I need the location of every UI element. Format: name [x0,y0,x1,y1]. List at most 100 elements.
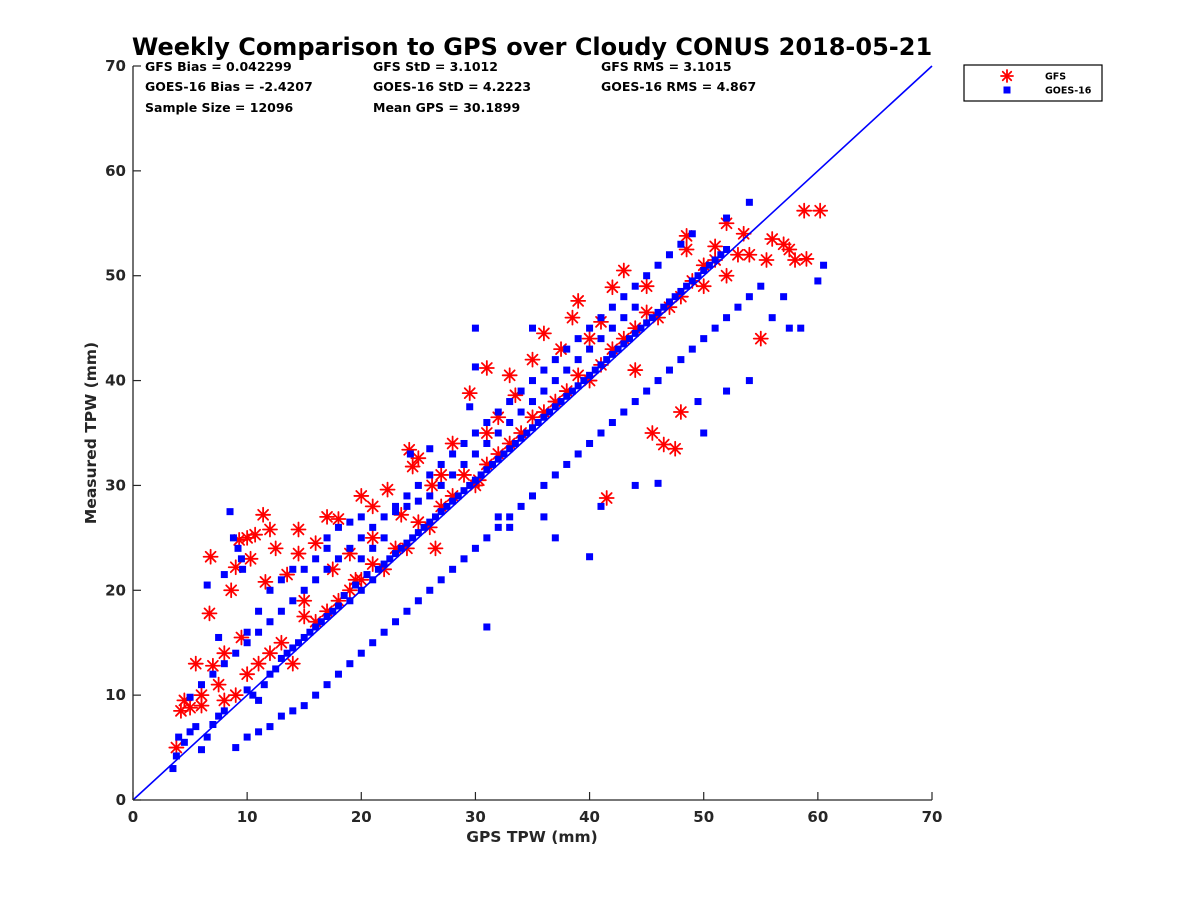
gfs-point [536,325,552,342]
goes16-point [574,335,582,343]
gfs-point [255,506,272,523]
goes16-point [517,408,525,416]
gfs-point [524,351,541,368]
goes16-point [677,356,685,364]
goes16-point [597,429,605,437]
goes16-point [192,723,200,731]
goes16-point [471,429,479,437]
goes16-point [380,513,388,521]
goes16-point [500,450,508,458]
goes16-point [540,366,548,374]
statistics-block: GFS Bias = 0.042299 GFS StD = 3.1012 GFS R… [145,59,756,115]
goes16-point [551,377,559,385]
goes16-point [580,377,588,385]
goes16-point [426,492,434,500]
goes16-point [820,261,828,269]
goes16-point [643,272,651,280]
goes16-point [745,377,753,385]
goes16-point [392,508,400,516]
goes16-point [232,649,240,657]
goes16-point [694,398,702,406]
goes16-point [239,565,247,573]
goes16-point [563,460,571,468]
goes16-point [631,303,639,311]
goes16-point [289,597,297,605]
goes16-point [494,429,502,437]
goes16-point [494,523,502,531]
goes16-point [340,592,348,600]
goes16-point [406,450,414,458]
gfs-point [242,550,259,567]
goes16-point [437,576,445,584]
goes16-point [665,251,673,259]
goes16-point [403,502,411,510]
goes16-point [614,345,622,353]
goes16-point [494,408,502,416]
goes16-point [255,628,263,636]
goes16-point [243,686,251,694]
gfs-point [752,330,769,347]
goes16-point [409,534,417,542]
goes16-point [551,534,559,542]
gfs-point [581,330,598,347]
legend-box [963,64,1103,102]
goes16-point [232,744,240,752]
goes16-point [369,639,377,647]
gfs-point [182,699,198,716]
goes16-point [426,471,434,479]
goes16-point [568,387,576,395]
one-to-one-reference-line [132,65,933,801]
goes16-point [220,571,228,579]
goes16-point [466,403,474,411]
goes16-point [306,628,314,636]
gfs-point [627,362,644,378]
y-tick-label: 20 [105,581,126,599]
goes16-point [688,230,696,238]
goes16-point [563,345,571,353]
gfs-point [250,655,267,672]
goes16-point [574,450,582,458]
goes16-point [300,633,308,641]
goes16-point [460,460,468,468]
goes16-point [563,366,571,374]
legend-label: GOES-16 [1045,86,1092,97]
goes16-point [300,565,308,573]
gfs-point [284,655,301,672]
goes16-point [471,363,479,371]
goes16-point [323,681,331,689]
goes16-point [534,419,542,427]
gfs-point [227,687,244,704]
goes16-point [437,460,445,468]
goes16-point [471,324,479,332]
goes16-point [717,251,725,259]
x-tick-label: 0 [128,808,138,826]
goes16-point [597,361,605,369]
goes16-point [517,434,525,442]
stat-text: GFS StD = 3.1012 [373,59,498,74]
goes16-point [317,618,325,626]
goes16-point [237,555,245,563]
goes16-point [357,649,365,657]
goes16-point [523,429,531,437]
goes16-point [266,618,274,626]
x-tick-label: 60 [807,808,828,826]
gfs-point [444,435,461,452]
stat-text: GOES-16 Bias = -2.4207 [145,79,313,94]
stat-text: GOES-16 RMS = 4.867 [601,79,756,94]
goes16-point [711,324,719,332]
gfs-point [353,488,370,504]
gfs-point [364,529,381,546]
goes16-point [380,628,388,636]
goes16-point [471,544,479,552]
goes16-point [277,654,285,662]
gfs-point [227,559,244,576]
x-tick-label: 70 [922,808,943,826]
data-markers [168,198,829,773]
gfs-point [695,278,712,295]
gfs-point [564,309,581,326]
goes16-point [392,502,400,510]
axes: 0 10 20 30 40 50 60 70 0 10 20 30 40 50 60 70 [105,57,942,826]
gfs-point [187,655,204,672]
goes16-point [483,534,491,542]
y-tick-label: 40 [105,372,126,390]
